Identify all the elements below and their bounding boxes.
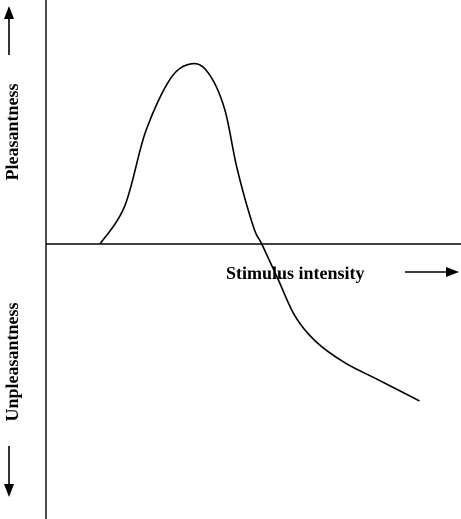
y-down-arrow: [4, 446, 14, 497]
y-up-arrow: [4, 6, 14, 55]
series-line: [99, 62, 420, 402]
y-axis-label-positive: Pleasantness: [2, 83, 22, 180]
x-arrow: [405, 267, 459, 277]
y-axis-label-negative: Unpleasantness: [2, 302, 22, 421]
x-axis-label: Stimulus intensity: [226, 263, 365, 283]
